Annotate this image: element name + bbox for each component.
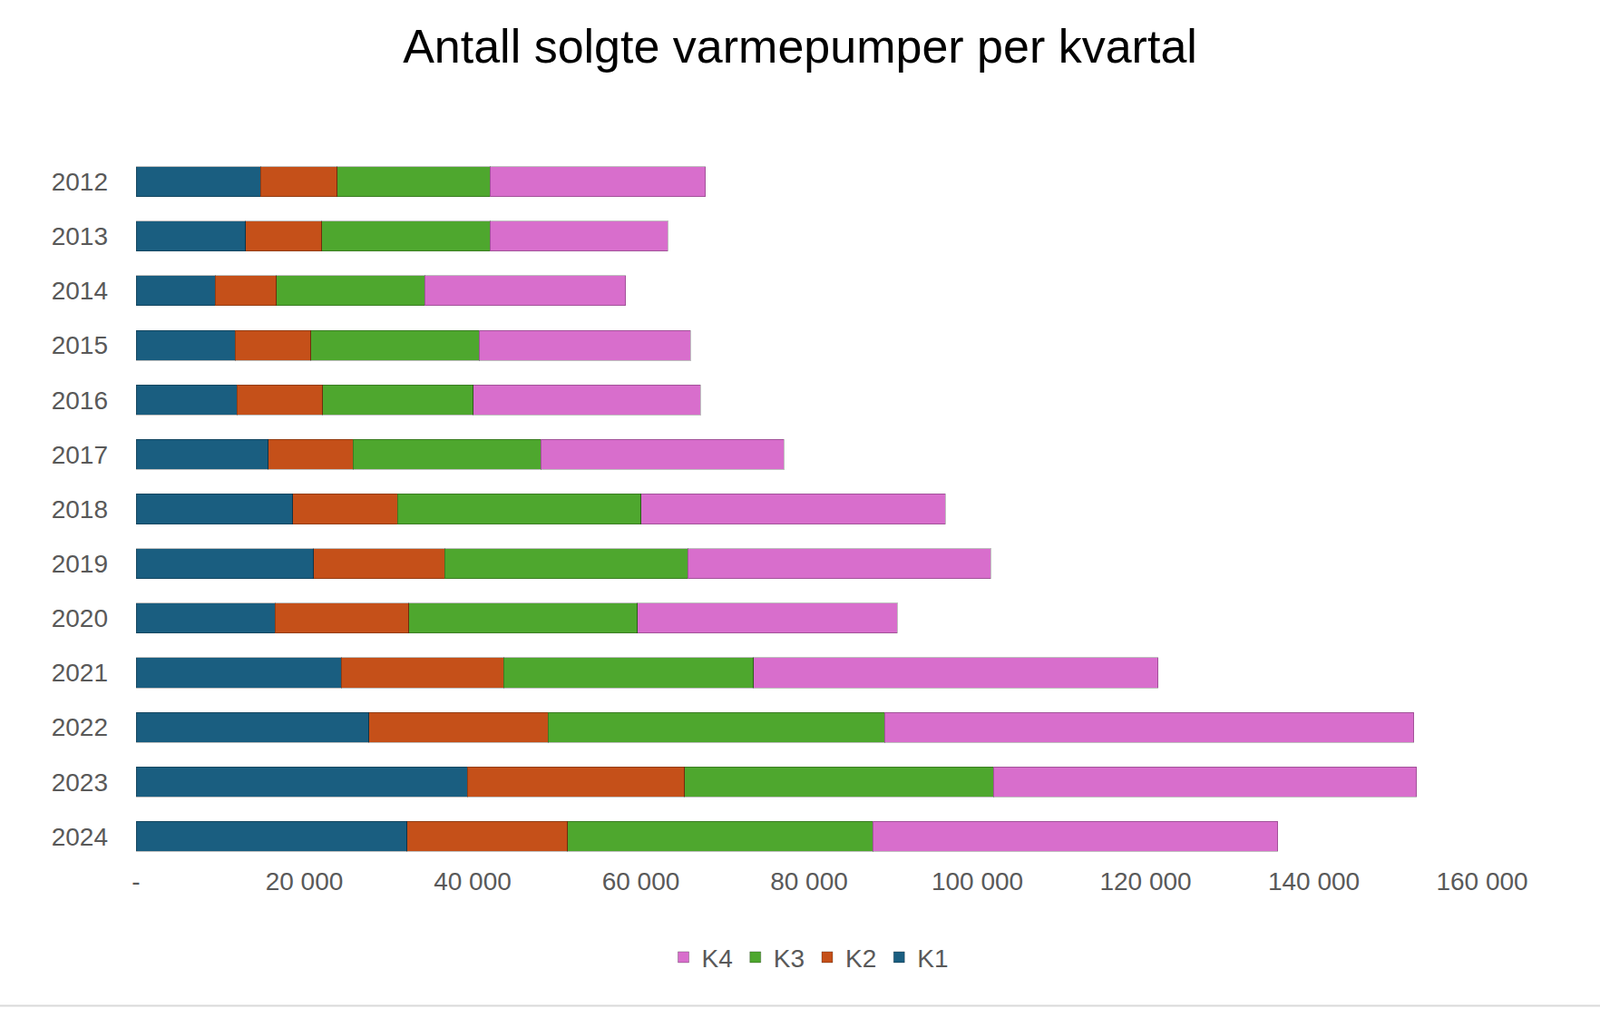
svg-text:2021: 2021 bbox=[51, 658, 108, 687]
svg-text:60 000: 60 000 bbox=[602, 867, 681, 896]
svg-text:2020: 2020 bbox=[51, 604, 108, 633]
svg-text:100 000: 100 000 bbox=[931, 867, 1024, 896]
svg-text:2012: 2012 bbox=[51, 167, 108, 196]
svg-text:2014: 2014 bbox=[51, 276, 108, 305]
svg-text:40 000: 40 000 bbox=[433, 867, 512, 896]
svg-text:-: - bbox=[131, 867, 140, 896]
svg-text:2015: 2015 bbox=[51, 331, 108, 360]
svg-text:2013: 2013 bbox=[51, 222, 108, 251]
svg-text:K2: K2 bbox=[845, 944, 877, 973]
svg-text:120 000: 120 000 bbox=[1099, 867, 1191, 896]
svg-text:2016: 2016 bbox=[51, 385, 108, 414]
svg-text:K3: K3 bbox=[773, 944, 805, 973]
svg-text:Antall solgte varmepumper per: Antall solgte varmepumper per kvartal bbox=[402, 19, 1198, 73]
svg-text:2022: 2022 bbox=[51, 712, 108, 742]
svg-text:K1: K1 bbox=[917, 944, 948, 973]
svg-text:2024: 2024 bbox=[51, 822, 108, 851]
svg-text:140 000: 140 000 bbox=[1268, 867, 1360, 896]
svg-text:2018: 2018 bbox=[51, 495, 108, 524]
svg-text:80 000: 80 000 bbox=[770, 867, 849, 896]
svg-text:160 000: 160 000 bbox=[1435, 867, 1528, 896]
svg-text:2017: 2017 bbox=[51, 440, 108, 469]
svg-text:2023: 2023 bbox=[51, 768, 108, 797]
svg-text:K4: K4 bbox=[702, 944, 733, 973]
svg-text:20 000: 20 000 bbox=[265, 867, 344, 896]
svg-text:2019: 2019 bbox=[51, 549, 108, 578]
